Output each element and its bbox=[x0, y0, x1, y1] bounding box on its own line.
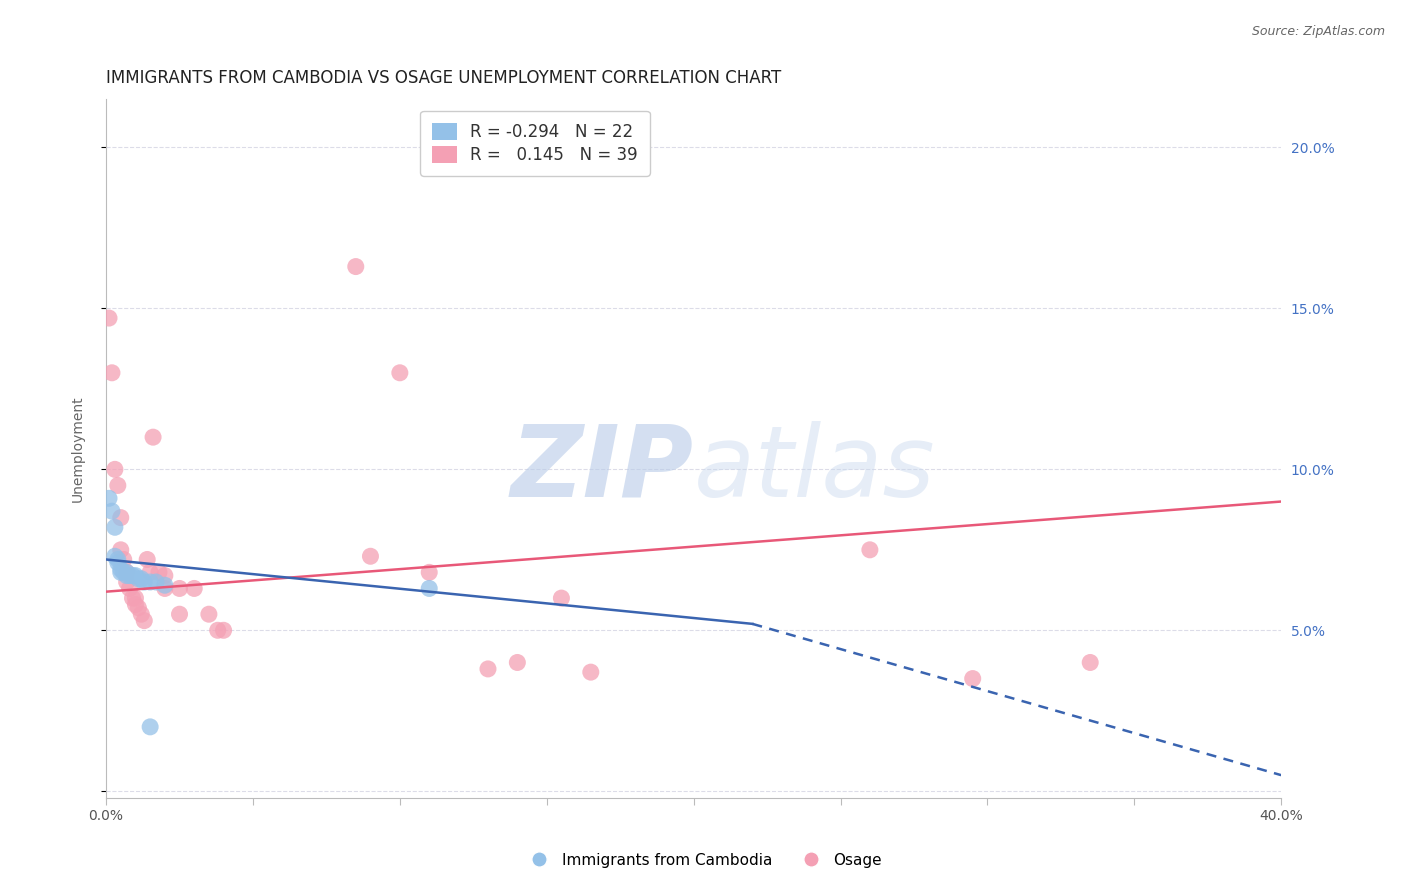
Point bbox=[388, 366, 411, 380]
Point bbox=[477, 662, 499, 676]
Text: Source: ZipAtlas.com: Source: ZipAtlas.com bbox=[1251, 25, 1385, 38]
Point bbox=[112, 552, 135, 566]
Point bbox=[131, 607, 153, 622]
Point bbox=[139, 566, 162, 580]
Point bbox=[153, 582, 176, 596]
Point bbox=[344, 260, 367, 274]
Legend: Immigrants from Cambodia, Osage: Immigrants from Cambodia, Osage bbox=[517, 847, 889, 873]
Point bbox=[115, 566, 138, 580]
Point bbox=[212, 624, 235, 638]
Point bbox=[104, 462, 127, 476]
Point bbox=[359, 549, 381, 564]
Point bbox=[107, 478, 129, 492]
Point bbox=[134, 614, 156, 628]
Point bbox=[127, 572, 149, 586]
Point bbox=[579, 665, 602, 680]
Point bbox=[101, 504, 124, 518]
Point bbox=[127, 600, 149, 615]
Point bbox=[148, 566, 170, 580]
Point bbox=[131, 572, 153, 586]
Point bbox=[110, 566, 132, 580]
Point bbox=[169, 582, 191, 596]
Point bbox=[550, 591, 572, 606]
Point bbox=[207, 624, 229, 638]
Point bbox=[418, 566, 440, 580]
Point bbox=[110, 542, 132, 557]
Point bbox=[134, 574, 156, 589]
Point bbox=[110, 562, 132, 576]
Point bbox=[107, 556, 129, 570]
Text: ZIP: ZIP bbox=[510, 421, 693, 518]
Point bbox=[98, 311, 121, 326]
Point bbox=[112, 566, 135, 580]
Point bbox=[418, 582, 440, 596]
Point bbox=[859, 542, 882, 557]
Point bbox=[142, 430, 165, 444]
Point bbox=[121, 591, 143, 606]
Point bbox=[115, 574, 138, 589]
Point bbox=[136, 552, 159, 566]
Point bbox=[107, 552, 129, 566]
Legend: R = -0.294   N = 22, R =   0.145   N = 39: R = -0.294 N = 22, R = 0.145 N = 39 bbox=[420, 111, 650, 176]
Point bbox=[104, 549, 127, 564]
Point bbox=[115, 566, 138, 580]
Point bbox=[506, 656, 529, 670]
Point bbox=[145, 574, 167, 589]
Point bbox=[121, 568, 143, 582]
Point bbox=[118, 568, 141, 582]
Point bbox=[101, 366, 124, 380]
Point bbox=[153, 578, 176, 592]
Point bbox=[98, 491, 121, 506]
Point bbox=[153, 568, 176, 582]
Point bbox=[124, 591, 146, 606]
Point bbox=[115, 568, 138, 582]
Point bbox=[139, 574, 162, 589]
Point bbox=[1078, 656, 1101, 670]
Point bbox=[962, 672, 984, 686]
Text: atlas: atlas bbox=[693, 421, 935, 518]
Point bbox=[198, 607, 221, 622]
Point bbox=[169, 607, 191, 622]
Point bbox=[104, 520, 127, 534]
Text: IMMIGRANTS FROM CAMBODIA VS OSAGE UNEMPLOYMENT CORRELATION CHART: IMMIGRANTS FROM CAMBODIA VS OSAGE UNEMPL… bbox=[105, 69, 782, 87]
Point bbox=[139, 720, 162, 734]
Y-axis label: Unemployment: Unemployment bbox=[72, 395, 86, 501]
Point bbox=[110, 510, 132, 524]
Point bbox=[124, 598, 146, 612]
Point bbox=[183, 582, 205, 596]
Point bbox=[124, 568, 146, 582]
Point bbox=[118, 582, 141, 596]
